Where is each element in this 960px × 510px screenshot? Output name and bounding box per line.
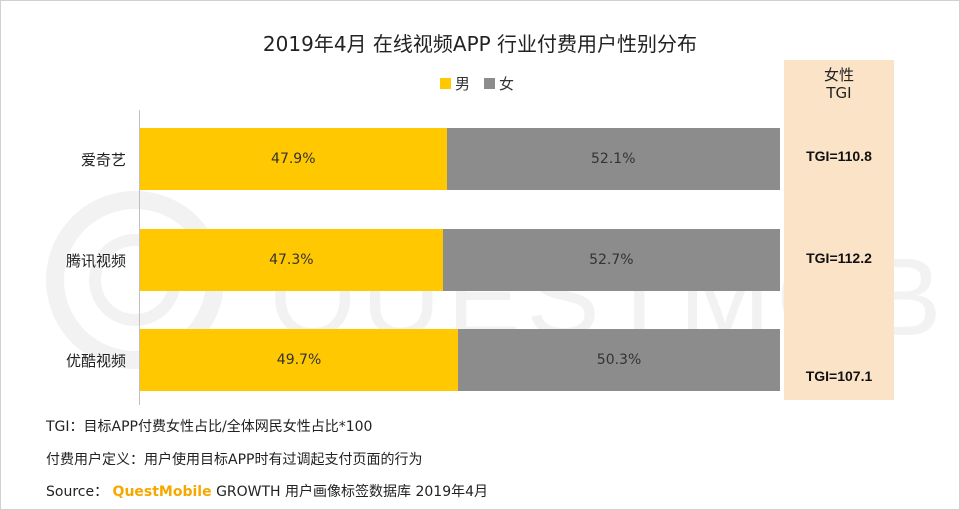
data-label-male-iqiyi: 47.9% xyxy=(271,151,316,167)
tgi-value-iqiyi: TGI=110.8 xyxy=(806,148,872,164)
legend-swatch-male xyxy=(440,77,451,89)
chart-title: 2019年4月 在线视频APP 行业付费用户性别分布 xyxy=(262,32,698,56)
tgi-header: 女性 TGI xyxy=(784,66,894,102)
category-label-tencent-video: 腾讯视频 xyxy=(65,252,126,270)
data-label-male-tencent-video: 47.3% xyxy=(269,252,314,268)
bar-male-iqiyi: 47.9% xyxy=(140,128,447,190)
tgi-panel: 女性 TGI TGI=110.8 TGI=112.2 TGI=107.1 xyxy=(784,60,894,400)
data-label-male-youku: 49.7% xyxy=(276,352,322,368)
data-label-female-tencent-video: 52.7% xyxy=(589,252,634,268)
legend-item-male: 男 xyxy=(440,73,470,94)
legend-swatch-female xyxy=(484,77,496,89)
source-brand: QuestMobile xyxy=(112,484,212,500)
bar-female-iqiyi: 52.1% xyxy=(446,128,780,190)
source-prefix: Source： xyxy=(46,484,109,500)
category-label-youku: 优酷视频 xyxy=(65,352,126,370)
category-label-iqiyi: 爱奇艺 xyxy=(80,151,126,169)
tgi-header-line1: 女性 xyxy=(823,66,854,84)
category-axis-line xyxy=(139,110,140,405)
note-paying-user-definition: 付费用户定义：用户使用目标APP时有过调起支付页面的行为 xyxy=(46,452,423,468)
legend-item-female: 女 xyxy=(484,73,514,94)
legend-label-male: 男 xyxy=(455,74,471,93)
bar-male-youku: 49.7% xyxy=(140,329,459,391)
bar-female-tencent-video: 52.7% xyxy=(442,229,780,291)
bar-male-tencent-video: 47.3% xyxy=(140,229,443,291)
tgi-value-youku: TGI=107.1 xyxy=(805,368,873,384)
legend: 男 女 xyxy=(440,73,528,93)
data-label-female-iqiyi: 52.1% xyxy=(591,151,636,167)
tgi-value-tencent-video: TGI=112.2 xyxy=(806,250,872,266)
data-label-female-youku: 50.3% xyxy=(596,352,642,368)
source-rest: GROWTH 用户画像标签数据库 2019年4月 xyxy=(216,484,489,500)
bar-female-youku: 50.3% xyxy=(458,329,780,391)
legend-label-female: 女 xyxy=(499,74,515,93)
note-tgi-definition: TGI：目标APP付费女性占比/全体网民女性占比*100 xyxy=(46,419,373,435)
source-line: Source： QuestMobile GROWTH 用户画像标签数据库 201… xyxy=(46,481,488,501)
tgi-header-line2: TGI xyxy=(826,84,852,102)
